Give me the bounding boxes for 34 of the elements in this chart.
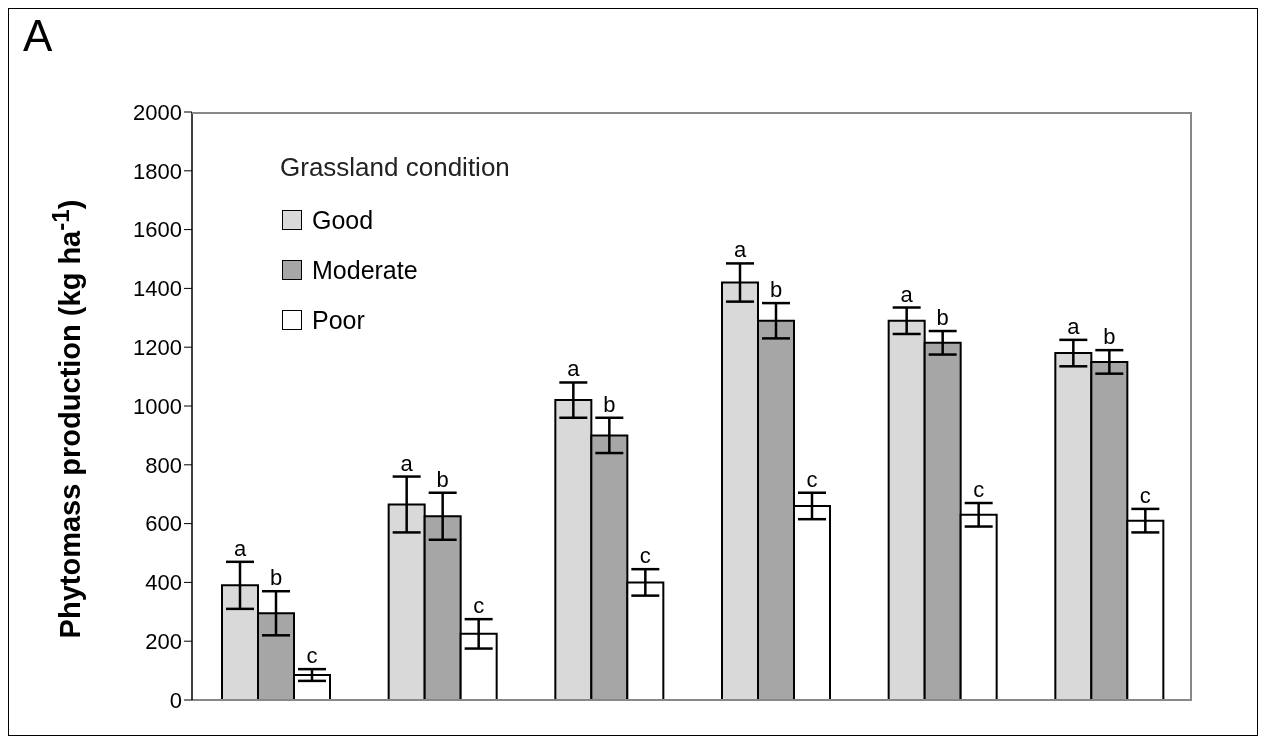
legend-label: Good [312,205,374,235]
data-label: c [639,543,651,569]
y-tick-label: 800 [145,452,182,478]
data-label: b [769,277,783,303]
y-tick-label: 1800 [133,158,182,184]
y-tick-label: 1000 [133,393,182,419]
data-label: b [1103,324,1116,350]
y-tick-label: 1200 [133,335,182,361]
y-tick-label: 600 [145,511,182,537]
chart-title: A [23,11,53,61]
y-tick-label: 200 [145,629,182,655]
data-label: c [306,643,318,669]
data-label: c [1139,482,1151,508]
y-tick-label: 1600 [133,217,182,243]
data-label: b [436,466,449,492]
data-label: a [733,237,747,263]
data-label: a [900,281,914,307]
legend-label: Poor [312,305,365,335]
data-label: a [400,450,414,476]
y-tick-label: 2000 [133,99,182,125]
y-tick-label: 400 [145,570,182,596]
data-label: a [567,356,581,382]
data-label: c [806,466,818,492]
data-label: b [269,565,283,591]
data-label: b [603,391,616,417]
data-label: c [973,477,985,503]
y-tick-label: 1400 [133,276,182,302]
data-label: c [473,593,485,619]
data-label: a [1067,313,1081,339]
legend-title: Grassland condition [280,152,510,183]
data-label: a [233,535,247,561]
data-label: b [936,305,949,331]
legend-label: Moderate [312,255,418,285]
y-tick-label: 0 [169,687,182,713]
